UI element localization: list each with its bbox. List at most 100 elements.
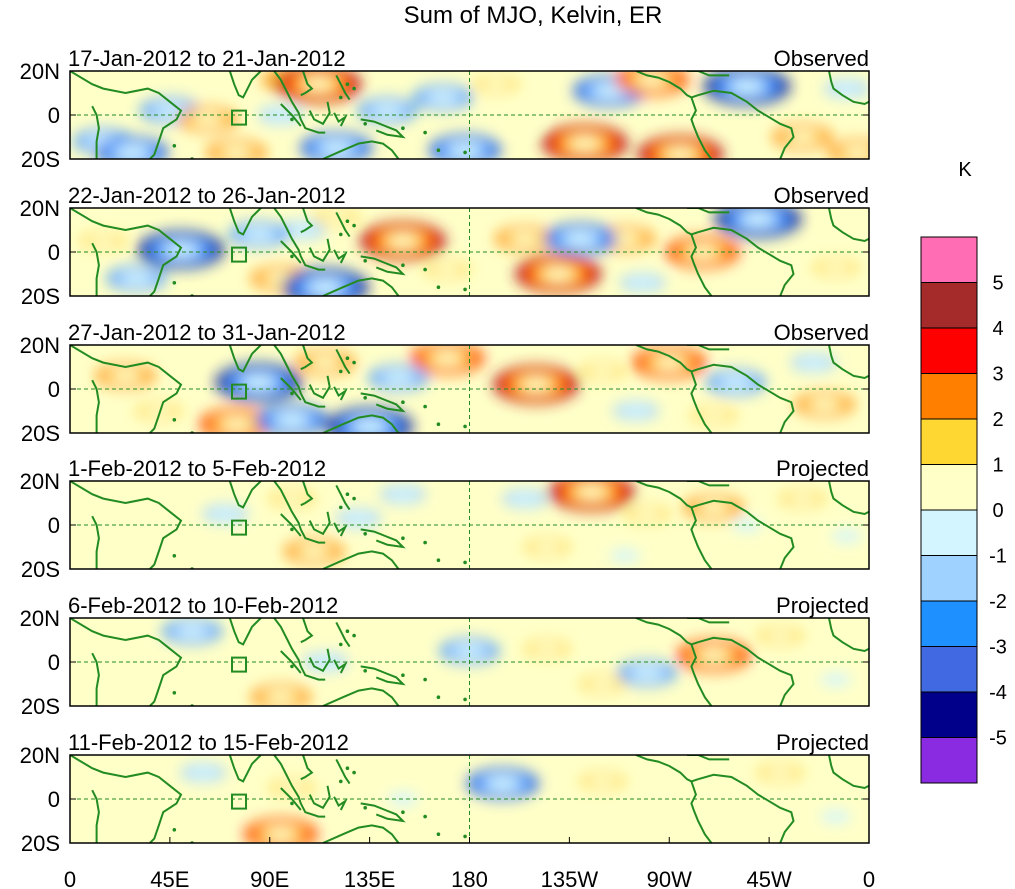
region-box — [231, 519, 248, 536]
anomaly-contour — [509, 115, 540, 128]
lat-label: 20S — [21, 284, 60, 309]
anomaly-contour — [698, 409, 729, 422]
anomaly-contour — [620, 404, 651, 418]
coastline — [687, 618, 730, 624]
island — [352, 770, 356, 775]
anomaly-contour — [321, 210, 352, 223]
coastline — [690, 507, 713, 569]
island — [401, 400, 405, 405]
island — [172, 691, 177, 695]
lat-label: 0 — [48, 240, 60, 265]
coastline — [322, 277, 400, 296]
colorbar-label: -3 — [989, 637, 1007, 659]
panels: 20N 0 20S 17-Jan-2012 to 21-Jan-2012 Observe… — [20, 46, 870, 856]
anomaly-contour — [731, 518, 762, 532]
island — [436, 695, 441, 699]
panel-date-range: 6-Feb-2012 to 10-Feb-2012 — [68, 593, 338, 618]
colorbar-swatch — [920, 236, 978, 283]
coastline — [828, 481, 869, 516]
panel: 20N 0 20S 17-Jan-2012 to 21-Jan-2012 Observe… — [20, 46, 870, 172]
coastline — [228, 208, 262, 236]
lat-label: 0 — [48, 377, 60, 402]
lon-label: 135E — [344, 867, 395, 889]
island — [290, 254, 294, 259]
anomaly-contour — [820, 810, 851, 823]
coastline — [828, 208, 869, 243]
island — [363, 122, 367, 126]
coastline — [697, 636, 795, 706]
panel: 20N 0 20S 27-Jan-2012 to 31-Jan-2012 Observe… — [20, 320, 870, 446]
anomaly-contour — [354, 420, 385, 433]
anomaly-contour — [632, 507, 663, 521]
region-box — [231, 383, 248, 400]
coastline — [70, 208, 183, 296]
coastline — [70, 618, 183, 706]
anomaly-contour — [731, 80, 762, 93]
coastline — [300, 481, 314, 507]
panel-status: Projected — [776, 730, 869, 755]
coastline — [687, 71, 730, 77]
coastline — [280, 103, 302, 127]
anomaly-contour — [121, 272, 152, 285]
panel-field — [70, 481, 869, 569]
island — [436, 832, 441, 836]
coastline — [280, 377, 302, 401]
island — [463, 287, 467, 292]
coastline — [687, 755, 730, 761]
coastline — [687, 481, 730, 487]
coastline — [322, 140, 400, 159]
island — [345, 629, 350, 633]
coastline — [70, 345, 183, 433]
coastline — [273, 208, 326, 271]
island — [352, 360, 356, 365]
coastline — [228, 345, 262, 373]
anomaly-contour — [110, 369, 141, 382]
anomaly-contour — [427, 91, 458, 104]
panel-field — [70, 345, 869, 433]
anomaly-contour — [820, 673, 851, 686]
island — [463, 150, 467, 155]
region-box — [231, 793, 248, 810]
anomaly-contour — [509, 232, 540, 245]
colorbar-swatch — [920, 418, 978, 465]
coastline — [690, 234, 713, 296]
anomaly-contour — [243, 228, 274, 241]
island — [401, 673, 405, 677]
anomaly-contour — [343, 512, 374, 525]
island — [463, 560, 467, 565]
colorbar-swatch — [920, 555, 978, 602]
island — [290, 391, 294, 396]
anomaly-contour — [636, 73, 667, 87]
anomaly-contour — [532, 642, 563, 655]
island — [338, 505, 343, 510]
coastline — [333, 249, 348, 264]
coastline — [273, 618, 326, 681]
colorbar-swatch — [920, 737, 978, 784]
coastline — [308, 785, 331, 810]
anomaly-contour — [576, 485, 607, 499]
anomaly-contour — [243, 376, 274, 389]
coastlines — [70, 71, 869, 159]
island — [290, 527, 294, 532]
x-axis: 0 45E 90E 135E 180 135W 90W 45W 0 — [64, 837, 875, 889]
anomaly-contour — [765, 629, 796, 642]
coastline — [300, 71, 314, 97]
coastline — [300, 345, 314, 371]
coastline — [828, 618, 869, 653]
island — [463, 424, 467, 429]
coastline — [70, 755, 183, 843]
coastlines — [70, 755, 869, 843]
lat-label: 0 — [48, 103, 60, 128]
region-box — [231, 246, 248, 263]
anomaly-contour — [450, 144, 481, 157]
anomaly-contour — [743, 212, 774, 226]
coastline — [335, 348, 351, 375]
island — [345, 219, 350, 223]
coastline — [91, 515, 100, 569]
anomaly-contour — [587, 677, 618, 691]
chart-title: Sum of MJO, Kelvin, ER — [404, 2, 663, 29]
colorbar-label: 5 — [992, 273, 1003, 295]
panel-field — [70, 755, 869, 843]
island — [338, 779, 343, 784]
